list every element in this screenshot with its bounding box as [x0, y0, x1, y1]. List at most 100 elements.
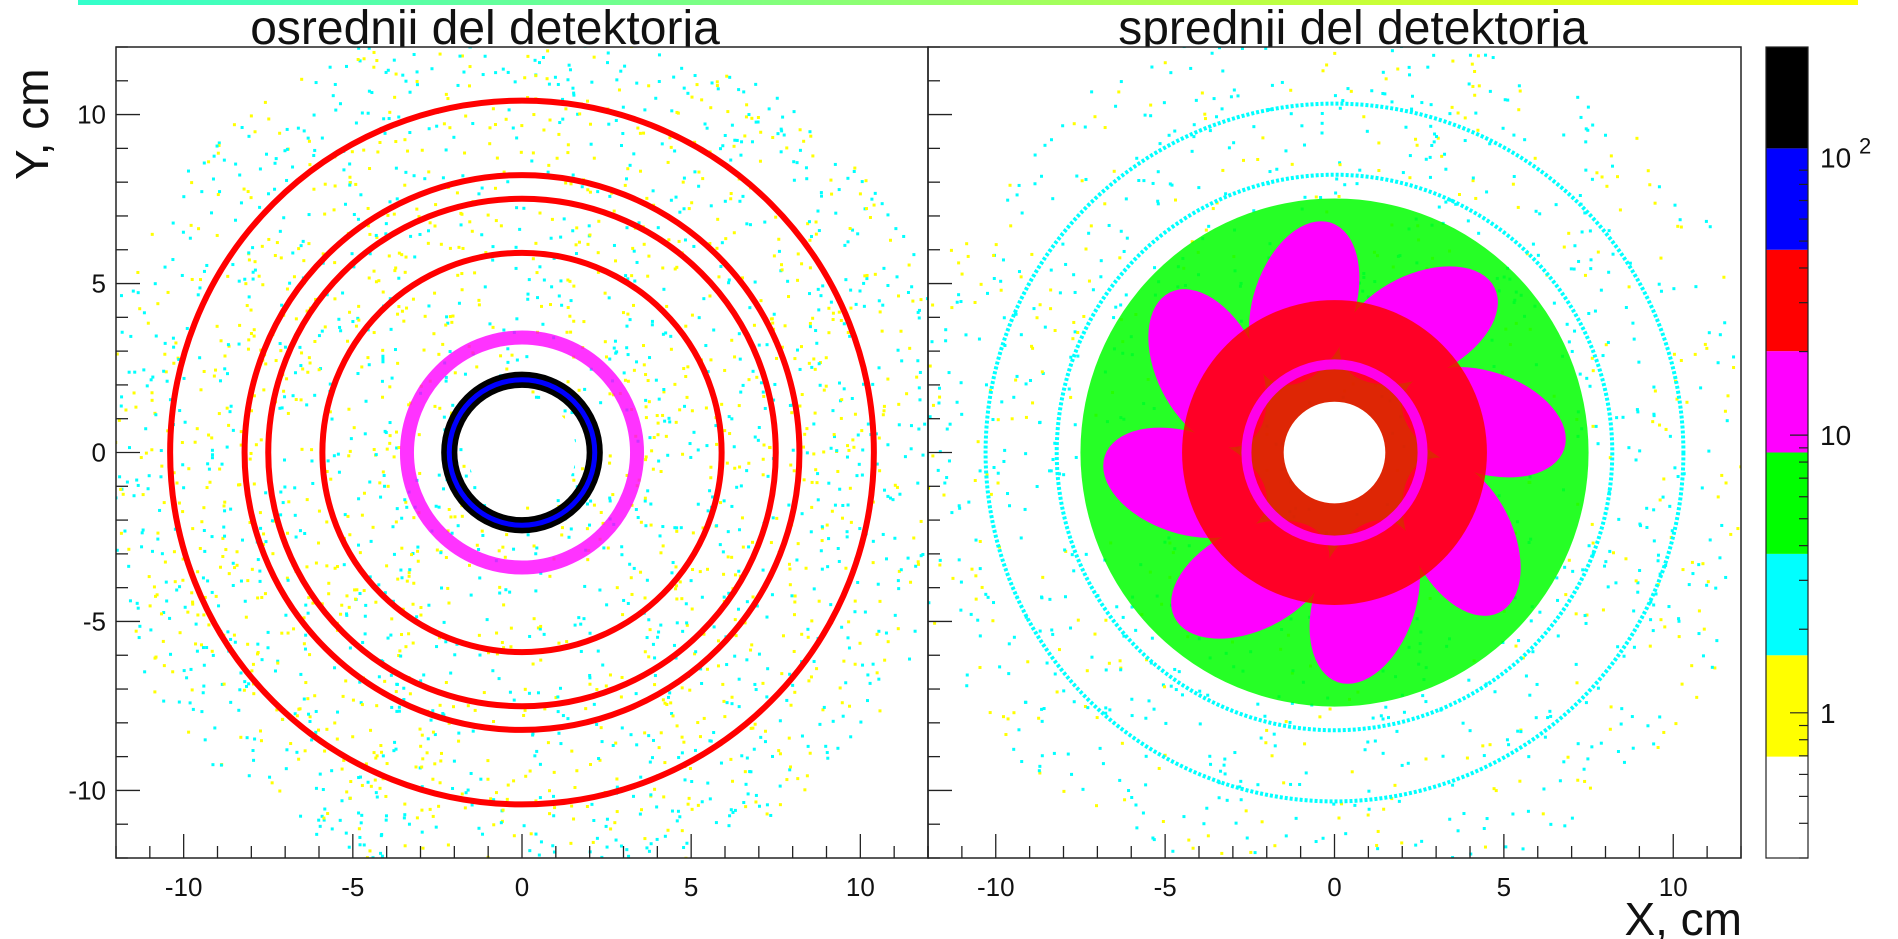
hit-bin [1514, 644, 1518, 648]
hit-bin [488, 142, 492, 146]
hit-bin [902, 234, 906, 238]
hit-bin [1710, 665, 1714, 669]
hit-bin [931, 303, 935, 307]
hit-bin [628, 163, 632, 167]
hit-bin [480, 529, 484, 533]
hit-bin [432, 332, 436, 336]
hit-bin [1220, 107, 1224, 111]
hit-bin [231, 561, 235, 565]
hit-bin [475, 365, 479, 369]
hit-bin [338, 325, 342, 329]
hit-bin [897, 569, 901, 573]
hit-bin [789, 703, 793, 707]
hit-bin [505, 367, 509, 371]
hit-bin [1511, 182, 1515, 186]
hit-bin [1206, 834, 1210, 838]
hit-bin [536, 296, 540, 300]
hit-bin [343, 513, 347, 517]
hit-bin [1112, 169, 1116, 173]
hit-bin [750, 140, 754, 144]
hit-bin [1073, 423, 1077, 427]
hit-bin [196, 293, 200, 297]
hit-bin [670, 571, 674, 575]
hit-bin [138, 307, 142, 311]
hit-bin [480, 233, 484, 237]
hit-bin [878, 599, 882, 603]
hit-bin [285, 748, 289, 752]
hit-bin [427, 127, 431, 131]
hit-bin [418, 471, 422, 475]
hit-bin [388, 434, 392, 438]
hit-bin [508, 690, 512, 694]
hit-bin [642, 242, 646, 246]
hit-bin [777, 237, 781, 241]
hit-bin [539, 840, 543, 844]
hit-bin [604, 355, 608, 359]
hit-bin [223, 534, 227, 538]
hit-bin [526, 533, 530, 537]
hit-bin [372, 269, 376, 273]
hit-bin [944, 328, 948, 332]
hit-bin [502, 646, 506, 650]
hit-bin [697, 170, 701, 174]
hit-bin [386, 68, 390, 72]
hit-bin [864, 179, 868, 183]
hit-bin [408, 692, 412, 696]
hit-bin [588, 762, 592, 766]
hit-bin [693, 74, 697, 78]
hit-bin [1414, 843, 1418, 847]
hit-bin [1341, 99, 1345, 103]
hit-bin [897, 423, 901, 427]
hit-bin [253, 130, 257, 134]
hit-bin [792, 469, 796, 473]
hit-bin [1578, 372, 1582, 376]
hit-bin [1703, 342, 1707, 346]
hit-bin [393, 740, 397, 744]
hit-bin [1755, 331, 1758, 334]
hit-bin [1130, 605, 1134, 609]
hit-bin [224, 548, 228, 552]
hit-bin [213, 726, 217, 730]
hit-bin [531, 662, 535, 666]
hit-bin [259, 739, 263, 743]
hit-bin [780, 129, 784, 133]
hit-bin [322, 818, 326, 822]
hit-bin [572, 817, 576, 821]
hit-bin [911, 299, 915, 303]
hit-bin [696, 502, 700, 506]
hit-bin [285, 178, 289, 182]
hit-bin [688, 767, 692, 771]
hit-bin [661, 544, 665, 548]
hit-bin [807, 679, 811, 683]
hit-bin [223, 509, 227, 513]
hit-bin [676, 809, 680, 813]
hit-bin [1658, 423, 1662, 427]
hit-bin [877, 436, 881, 440]
hit-bin [278, 406, 282, 410]
hit-bin [1599, 288, 1603, 292]
hit-bin [827, 306, 831, 310]
hit-bin [362, 589, 366, 593]
hit-bin [693, 140, 697, 144]
hit-bin [1099, 259, 1103, 263]
hit-bin [986, 595, 990, 599]
hit-bin [313, 393, 317, 397]
hit-bin [535, 546, 539, 550]
hit-bin [391, 525, 395, 529]
hit-bin [491, 669, 495, 673]
hit-bin [622, 371, 626, 375]
hit-bin [925, 297, 928, 301]
hit-bin [611, 744, 615, 748]
hit-bin [806, 744, 810, 748]
hit-bin [199, 278, 203, 282]
hit-bin [556, 499, 560, 503]
hit-bin [140, 531, 144, 535]
hit-bin [1590, 745, 1594, 749]
hit-bin [1652, 742, 1656, 746]
hit-bin [388, 421, 392, 425]
hit-bin [700, 681, 704, 685]
hit-bin [957, 293, 961, 297]
hit-bin [313, 148, 317, 152]
hit-bin [366, 111, 370, 115]
hit-bin [556, 710, 560, 714]
